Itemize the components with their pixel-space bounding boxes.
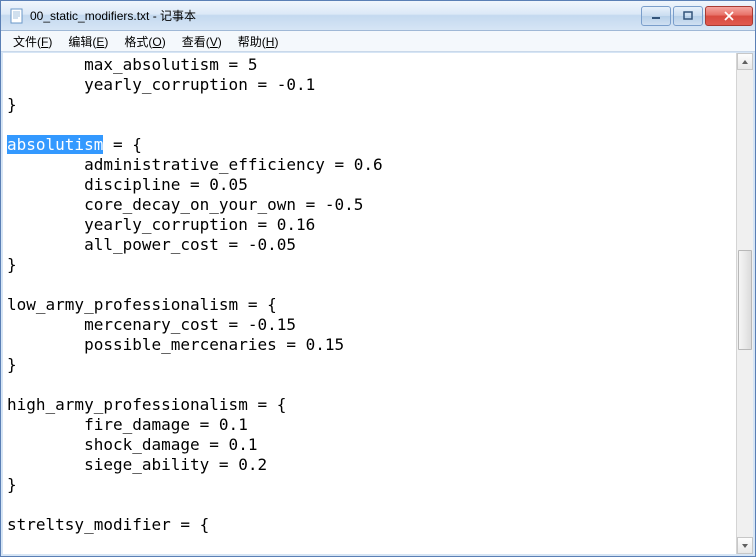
maximize-button[interactable] [673,6,703,26]
notepad-icon [9,8,25,24]
client-area: max_absolutism = 5 yearly_corruption = -… [1,52,755,556]
scroll-up-button[interactable] [737,53,753,70]
close-button[interactable] [705,6,753,26]
window-frame: 00_static_modifiers.txt - 记事本 文件(F) 编辑(E… [0,0,756,557]
menubar: 文件(F) 编辑(E) 格式(O) 查看(V) 帮助(H) [1,31,755,52]
close-icon [723,11,735,21]
titlebar[interactable]: 00_static_modifiers.txt - 记事本 [1,1,755,31]
menu-help[interactable]: 帮助(H) [230,31,287,52]
chevron-up-icon [741,58,749,66]
menu-format[interactable]: 格式(O) [116,31,173,52]
vertical-scrollbar[interactable] [736,53,753,554]
window-title: 00_static_modifiers.txt - 记事本 [30,7,641,24]
minimize-button[interactable] [641,6,671,26]
window-controls [641,6,753,26]
scroll-thumb[interactable] [738,250,752,350]
minimize-icon [651,11,661,21]
menu-view[interactable]: 查看(V) [174,31,230,52]
scroll-track[interactable] [737,70,753,537]
maximize-icon [683,11,693,21]
menu-edit[interactable]: 编辑(E) [60,31,116,52]
scroll-down-button[interactable] [737,537,753,554]
menu-file[interactable]: 文件(F) [5,31,60,52]
chevron-down-icon [741,542,749,550]
text-editor[interactable]: max_absolutism = 5 yearly_corruption = -… [3,53,736,554]
